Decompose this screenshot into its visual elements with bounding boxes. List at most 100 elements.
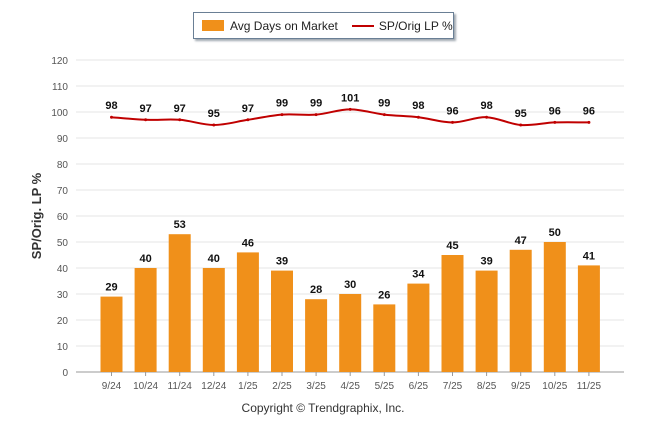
x-tick-label: 3/25 xyxy=(306,381,326,392)
bar-value-label: 26 xyxy=(378,289,390,301)
x-tick-label: 7/25 xyxy=(443,381,463,392)
bar xyxy=(407,283,430,372)
y-tick-label: 10 xyxy=(57,342,69,353)
bar xyxy=(577,265,600,372)
legend-item-line[interactable]: SP/Orig LP % xyxy=(338,19,453,33)
line-point xyxy=(416,115,420,119)
line-point xyxy=(553,120,557,124)
copyright-text: Copyright © Trendgraphix, Inc. xyxy=(241,401,405,415)
bar-value-label: 41 xyxy=(583,250,595,262)
bar-value-label: 39 xyxy=(480,256,492,268)
y-tick-label: 0 xyxy=(62,368,68,379)
line-point xyxy=(485,115,489,119)
bar xyxy=(168,234,191,372)
x-tick-label: 11/25 xyxy=(577,381,602,392)
bar xyxy=(475,270,498,372)
bar xyxy=(339,294,362,372)
bar-value-label: 30 xyxy=(344,279,356,291)
bar xyxy=(134,268,157,372)
line-value-label: 98 xyxy=(412,100,424,112)
bar xyxy=(543,242,566,372)
y-tick-label: 20 xyxy=(57,316,69,327)
bar xyxy=(373,304,396,372)
y-tick-label: 90 xyxy=(57,134,69,145)
x-tick-label: 5/25 xyxy=(375,381,395,392)
x-tick-label: 8/25 xyxy=(477,381,497,392)
line-point xyxy=(314,113,318,117)
bar-value-label: 39 xyxy=(276,256,288,268)
line-point xyxy=(178,118,182,122)
bar xyxy=(441,255,464,372)
bar xyxy=(202,268,225,372)
bar-value-label: 45 xyxy=(446,240,458,252)
line-value-label: 97 xyxy=(174,103,186,115)
line-point xyxy=(144,118,148,122)
line-value-label: 96 xyxy=(549,105,561,117)
x-tick-label: 1/25 xyxy=(238,381,258,392)
x-tick-label: 9/25 xyxy=(511,381,531,392)
y-tick-label: 120 xyxy=(51,56,68,67)
line-value-label: 96 xyxy=(583,105,595,117)
x-tick-label: 11/24 xyxy=(168,381,193,392)
line-point xyxy=(348,107,352,111)
data-labels: 29 40 53 40 46 39 28 30 26 34 45 39 47 50 41 98 97 97 95 97… xyxy=(105,92,595,301)
bar-value-label: 47 xyxy=(515,235,527,247)
line-point xyxy=(280,113,284,117)
line-value-label: 97 xyxy=(139,103,151,115)
bar-value-label: 40 xyxy=(208,253,220,265)
bar xyxy=(509,249,532,372)
bar-value-label: 34 xyxy=(412,269,425,281)
bar-value-label: 53 xyxy=(174,219,186,231)
line-point xyxy=(451,120,454,124)
x-tick-label: 4/25 xyxy=(340,381,360,392)
line-point xyxy=(519,123,523,127)
legend-bar-swatch xyxy=(202,20,224,31)
line-value-label: 98 xyxy=(480,100,492,112)
bar-series xyxy=(100,234,600,372)
line-point xyxy=(110,115,113,119)
bar-value-label: 28 xyxy=(310,284,322,296)
x-tick-label: 6/25 xyxy=(409,381,429,392)
line-value-label: 96 xyxy=(446,105,458,117)
y-tick-label: 50 xyxy=(57,238,69,249)
line-value-label: 98 xyxy=(105,100,117,112)
bar-value-label: 46 xyxy=(242,237,254,249)
y-axis-title: SP/Orig. LP % xyxy=(29,172,44,259)
line-value-label: 101 xyxy=(341,92,359,104)
bar xyxy=(236,252,259,372)
line-value-label: 95 xyxy=(208,108,220,120)
line-point xyxy=(382,113,386,117)
bar-value-label: 50 xyxy=(549,227,561,239)
y-tick-label: 70 xyxy=(57,186,69,197)
bar xyxy=(100,296,123,372)
line-value-label: 99 xyxy=(378,98,390,110)
x-tick-label: 12/24 xyxy=(201,381,226,392)
line-point xyxy=(587,120,591,124)
bar xyxy=(305,299,328,372)
line-value-label: 99 xyxy=(310,98,322,110)
bar xyxy=(271,270,293,372)
legend: Avg Days on Market SP/Orig LP % xyxy=(193,12,454,39)
bar-value-label: 29 xyxy=(105,282,117,294)
gridlines xyxy=(76,59,624,347)
y-tick-label: 80 xyxy=(57,160,69,171)
line-point xyxy=(246,118,250,122)
line-value-label: 99 xyxy=(276,98,288,110)
axes: 0 10 20 30 40 50 60 70 80 90 100 110 120 9/24 10/24 11/… xyxy=(51,56,624,392)
y-tick-label: 110 xyxy=(52,82,68,93)
legend-item-bars[interactable]: Avg Days on Market xyxy=(194,19,338,33)
x-tick-label: 2/25 xyxy=(272,381,292,392)
x-tick-label: 9/24 xyxy=(102,381,122,392)
x-tick-label: 10/25 xyxy=(542,381,567,392)
y-tick-label: 60 xyxy=(57,212,69,223)
y-tick-label: 40 xyxy=(57,264,69,275)
legend-line-swatch xyxy=(351,24,374,27)
legend-label-sp: SP/Orig LP % xyxy=(378,18,453,33)
line-value-label: 95 xyxy=(515,108,527,120)
x-tick-label: 10/24 xyxy=(133,381,158,392)
line-point xyxy=(212,123,216,127)
y-tick-label: 30 xyxy=(57,290,69,301)
line-value-label: 97 xyxy=(242,103,254,115)
